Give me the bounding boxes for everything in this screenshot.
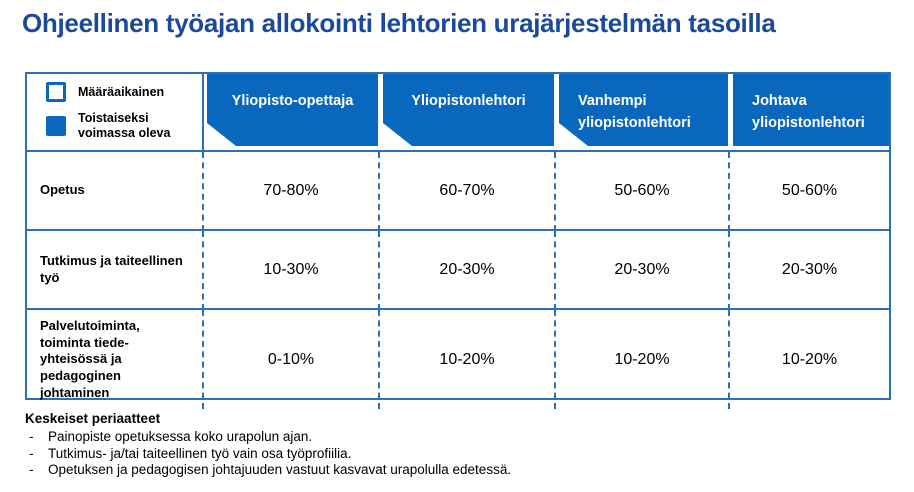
legend: Määräaikainen Toistaiseksi voimassa olev…	[27, 74, 204, 152]
legend-item-fixed-term: Määräaikainen	[46, 82, 198, 102]
table-cell: 20-30%	[730, 231, 889, 310]
outline-square-icon	[46, 82, 66, 102]
table-cell: 70-80%	[204, 152, 380, 231]
list-item: Painopiste opetuksessa koko urapolun aja…	[25, 429, 885, 446]
row-label-text: Opetus	[40, 182, 85, 198]
table-cell: 10-30%	[204, 231, 380, 310]
legend-label: Määräaikainen	[78, 84, 165, 99]
filled-square-icon	[46, 115, 66, 136]
table-cell: 20-30%	[556, 231, 730, 310]
key-principles: Keskeiset periaatteet Painopiste opetuks…	[25, 411, 885, 479]
row-label-tutkimus: Tutkimus ja taiteellinen työ	[27, 231, 204, 310]
row-label-text: Palvelutoiminta, toiminta tiede-yhteisös…	[40, 318, 140, 400]
note-text: Painopiste opetuksessa koko urapolun aja…	[48, 429, 313, 444]
table-cell: 10-20%	[556, 310, 730, 410]
key-principles-title: Keskeiset periaatteet	[25, 411, 161, 426]
column-header-label: Yliopisto-opettaja	[231, 93, 354, 109]
legend-label: Toistaiseksi voimassa oleva	[78, 111, 171, 140]
row-label-text: Tutkimus ja taiteellinen työ	[40, 252, 183, 285]
note-text: Tutkimus- ja/tai taiteellinen työ vain o…	[48, 445, 352, 461]
table-cell: 60-70%	[380, 152, 556, 231]
allocation-table: Määräaikainen Toistaiseksi voimassa olev…	[25, 72, 891, 410]
column-header-vanhempi-yliopistonlehtori: Vanhempi yliopistonlehtori	[556, 74, 730, 152]
table-cell: 10-20%	[380, 310, 556, 410]
table-cell: 50-60%	[556, 152, 730, 231]
table-cell: 20-30%	[380, 231, 556, 310]
column-header-yliopistonlehtori: Yliopistonlehtori	[380, 74, 556, 152]
column-header-label: Vanhempi yliopistonlehtori	[578, 93, 691, 132]
table-cell: 50-60%	[730, 152, 889, 231]
fixed-term-corner-icon	[207, 123, 236, 146]
column-header-label: Yliopistonlehtori	[411, 93, 526, 109]
list-item: Tutkimus- ja/tai taiteellinen työ vain o…	[25, 446, 885, 463]
column-header-johtava-yliopistonlehtori: Johtava yliopistonlehtori	[730, 74, 889, 152]
legend-item-permanent: Toistaiseksi voimassa oleva	[46, 111, 198, 141]
row-label-palvelutoiminta: Palvelutoiminta, toiminta tiede-yhteisös…	[27, 310, 204, 410]
list-item: Opetuksen ja pedagogisen johtajuuden vas…	[25, 462, 885, 479]
column-header-label: Johtava yliopistonlehtori	[752, 93, 865, 132]
table-cell: 0-10%	[204, 310, 380, 410]
fixed-term-corner-icon	[383, 123, 412, 146]
row-label-opetus: Opetus	[27, 152, 204, 231]
column-header-yliopisto-opettaja: Yliopisto-opettaja	[204, 74, 380, 152]
note-text: Opetuksen ja pedagogisen johtajuuden vas…	[48, 462, 512, 477]
table-cell: 10-20%	[781, 350, 838, 368]
page-title: Ohjeellinen työajan allokointi lehtorien…	[22, 8, 776, 38]
fixed-term-corner-icon	[559, 123, 588, 146]
